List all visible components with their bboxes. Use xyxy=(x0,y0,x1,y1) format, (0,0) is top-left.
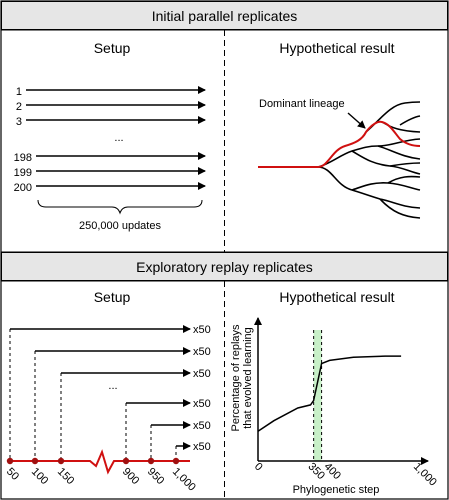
top-setup-heading: Setup xyxy=(93,40,131,56)
timeline-dot-150 xyxy=(57,457,65,465)
dominant-lineage-path xyxy=(258,120,421,168)
top-result-heading: Hypothetical result xyxy=(279,40,395,56)
initial-replicates-header: Initial parallel replicates xyxy=(1,1,448,30)
replicate-label-199: 199 xyxy=(14,167,32,179)
replicate-label-198: 198 xyxy=(14,152,32,164)
multiplier-label-100: x50 xyxy=(193,346,211,358)
highlight-band xyxy=(313,330,322,461)
chart-x-tick-0: 0 xyxy=(252,461,265,474)
initial-replicates-title: Initial parallel replicates xyxy=(151,7,298,24)
tree-branch xyxy=(351,150,421,175)
timeline-dot-50 xyxy=(6,457,14,465)
tree-branch xyxy=(317,138,421,168)
replicate-label-1: 1 xyxy=(16,86,22,98)
tree-branch xyxy=(389,162,421,167)
multiplier-label-150: x50 xyxy=(193,368,211,380)
timeline-tick-100: 100 xyxy=(29,466,50,487)
dominant-lineage-arrow xyxy=(347,112,366,129)
timeline-dot-950 xyxy=(147,457,155,465)
multiplier-label-1000: x50 xyxy=(193,441,211,453)
chart-ylabel-line1: Percentage of replays xyxy=(230,324,242,432)
tree-branch xyxy=(387,175,421,184)
replicate-label-2: 2 xyxy=(16,101,22,113)
chart-xlabel: Phylogenetic step xyxy=(293,484,380,496)
replay-arrows xyxy=(10,325,191,450)
multiplier-label-50: x50 xyxy=(193,324,211,336)
dominant-lineage-label: Dominant lineage xyxy=(259,98,345,110)
timeline-tick-150: 150 xyxy=(55,466,76,487)
tree-branch xyxy=(379,198,421,219)
replicate-label-3: 3 xyxy=(16,116,22,128)
tree-branch xyxy=(377,145,421,160)
timeline-tick-1000: 1,000 xyxy=(170,466,198,494)
replay-replicates-title: Exploratory replay replicates xyxy=(136,258,313,275)
chart-x-tick-1000: 1,000 xyxy=(411,461,439,489)
multiplier-label-900: x50 xyxy=(193,398,211,410)
replay-lineage-timeline xyxy=(8,449,190,475)
tree-branch xyxy=(317,166,421,209)
timeline-tick-900: 900 xyxy=(120,466,141,487)
bottom-setup-heading: Setup xyxy=(93,289,131,305)
timeline-tick-50: 50 xyxy=(4,466,21,483)
timeline-markers xyxy=(6,457,180,465)
replay-dropdown-lines xyxy=(9,329,177,461)
chart-x-tick-400: 400 xyxy=(321,461,342,482)
top-ellipsis: ... xyxy=(114,132,123,144)
learning-series-line xyxy=(257,355,402,432)
updates-label: 250,000 updates xyxy=(79,220,161,232)
bottom-ellipsis: ... xyxy=(108,380,117,392)
tree-branch xyxy=(351,182,421,191)
bottom-result-heading: Hypothetical result xyxy=(279,289,395,305)
updates-brace xyxy=(37,199,203,215)
chart-ylabel-line2: that evolved learning xyxy=(242,327,254,429)
timeline-tick-950: 950 xyxy=(145,466,166,487)
timeline-dot-900 xyxy=(122,457,130,465)
replicate-label-200: 200 xyxy=(14,182,32,194)
phylogeny-tree xyxy=(317,101,421,219)
tree-branch xyxy=(399,115,421,126)
timeline-dot-100 xyxy=(31,457,39,465)
timeline-dot-1000 xyxy=(172,457,180,465)
multiplier-label-950: x50 xyxy=(193,420,211,432)
